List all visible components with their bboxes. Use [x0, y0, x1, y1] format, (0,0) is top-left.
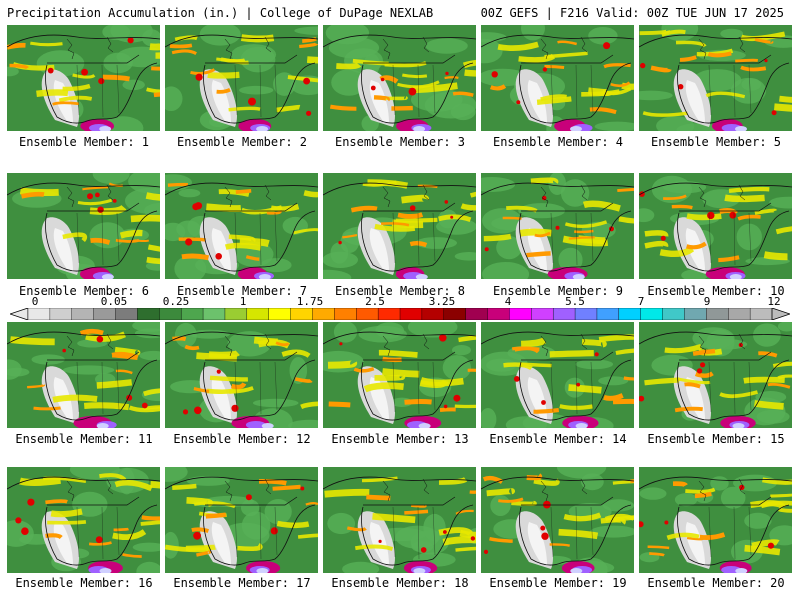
ensemble-member-label: Ensemble Member: 12 [173, 432, 311, 446]
precipitation-map [165, 25, 318, 131]
ensemble-member-map-6 [7, 173, 160, 279]
ensemble-member-label: Ensemble Member: 20 [647, 576, 785, 590]
ensemble-member-label: Ensemble Member: 5 [650, 135, 782, 149]
ensemble-member-map-9 [481, 173, 634, 279]
ensemble-member-map-16 [7, 467, 160, 573]
ensemble-member-map-8 [323, 173, 476, 279]
precipitation-colorbar: 0 0.05 0.25 1 1.75 2.5 3.25 4 5.5 7 9 12 [10, 296, 790, 322]
precipitation-map [7, 25, 160, 131]
ensemble-member-label: Ensemble Member: 19 [489, 576, 627, 590]
ensemble-member-map-5 [639, 25, 792, 131]
ensemble-member-label: Ensemble Member: 8 [334, 284, 466, 298]
precipitation-map [323, 322, 476, 428]
ensemble-member-label: Ensemble Member: 18 [331, 576, 469, 590]
precipitation-map [7, 173, 160, 279]
precipitation-map [7, 322, 160, 428]
ensemble-member-label: Ensemble Member: 2 [176, 135, 308, 149]
ensemble-member-label: Ensemble Member: 13 [331, 432, 469, 446]
colorbar-tick-label: 0 [31, 295, 39, 308]
ensemble-member-map-13 [323, 322, 476, 428]
ensemble-member-label: Ensemble Member: 11 [15, 432, 153, 446]
colorbar-tick-label: 1.75 [296, 295, 324, 308]
precipitation-map [323, 173, 476, 279]
colorbar-tick-label: 9 [703, 295, 711, 308]
ensemble-member-map-17 [165, 467, 318, 573]
ensemble-member-map-12 [165, 322, 318, 428]
precipitation-map [481, 173, 634, 279]
precipitation-map [481, 322, 634, 428]
ensemble-member-label: Ensemble Member: 17 [173, 576, 311, 590]
ensemble-member-label: Ensemble Member: 15 [647, 432, 785, 446]
map-title: Precipitation Accumulation (in.) | Colle… [7, 6, 434, 20]
ensemble-member-label: Ensemble Member: 9 [492, 284, 624, 298]
ensemble-member-map-15 [639, 322, 792, 428]
colorbar-tick-label: 5.5 [565, 295, 585, 308]
ensemble-member-map-2 [165, 25, 318, 131]
colorbar-tick-label: 2.5 [365, 295, 385, 308]
colorbar-tick-label: 4 [504, 295, 512, 308]
ensemble-member-map-10 [639, 173, 792, 279]
ensemble-member-label: Ensemble Member: 1 [18, 135, 150, 149]
colorbar-tick-label: 3.25 [428, 295, 456, 308]
ensemble-member-label: Ensemble Member: 14 [489, 432, 627, 446]
ensemble-member-map-19 [481, 467, 634, 573]
ensemble-member-label: Ensemble Member: 16 [15, 576, 153, 590]
precipitation-map [323, 25, 476, 131]
run-valid-time: 00Z GEFS | F216 Valid: 00Z TUE JUN 17 20… [480, 6, 784, 20]
colorbar-tick-label: 0.25 [162, 295, 190, 308]
precipitation-map [165, 173, 318, 279]
ensemble-member-label: Ensemble Member: 6 [18, 284, 150, 298]
precipitation-map [165, 322, 318, 428]
ensemble-member-map-3 [323, 25, 476, 131]
ensemble-member-label: Ensemble Member: 10 [647, 284, 785, 298]
colorbar-tick-label: 7 [637, 295, 645, 308]
ensemble-member-map-1 [7, 25, 160, 131]
ensemble-member-map-4 [481, 25, 634, 131]
precipitation-map [481, 467, 634, 573]
precipitation-map [639, 322, 792, 428]
precipitation-map [639, 173, 792, 279]
precipitation-map [7, 467, 160, 573]
colorbar-tick-label: 12 [767, 295, 781, 308]
ensemble-member-label: Ensemble Member: 7 [176, 284, 308, 298]
ensemble-member-map-14 [481, 322, 634, 428]
precipitation-map [639, 467, 792, 573]
colorbar-tick-label: 1 [239, 295, 247, 308]
ensemble-member-map-18 [323, 467, 476, 573]
precipitation-map [481, 25, 634, 131]
ensemble-member-label: Ensemble Member: 3 [334, 135, 466, 149]
precipitation-map [639, 25, 792, 131]
ensemble-member-map-20 [639, 467, 792, 573]
colorbar-tick-label: 0.05 [100, 295, 128, 308]
precipitation-map [323, 467, 476, 573]
ensemble-member-map-7 [165, 173, 318, 279]
ensemble-member-map-11 [7, 322, 160, 428]
colorbar-scale [10, 308, 790, 320]
ensemble-member-label: Ensemble Member: 4 [492, 135, 624, 149]
precipitation-map [165, 467, 318, 573]
